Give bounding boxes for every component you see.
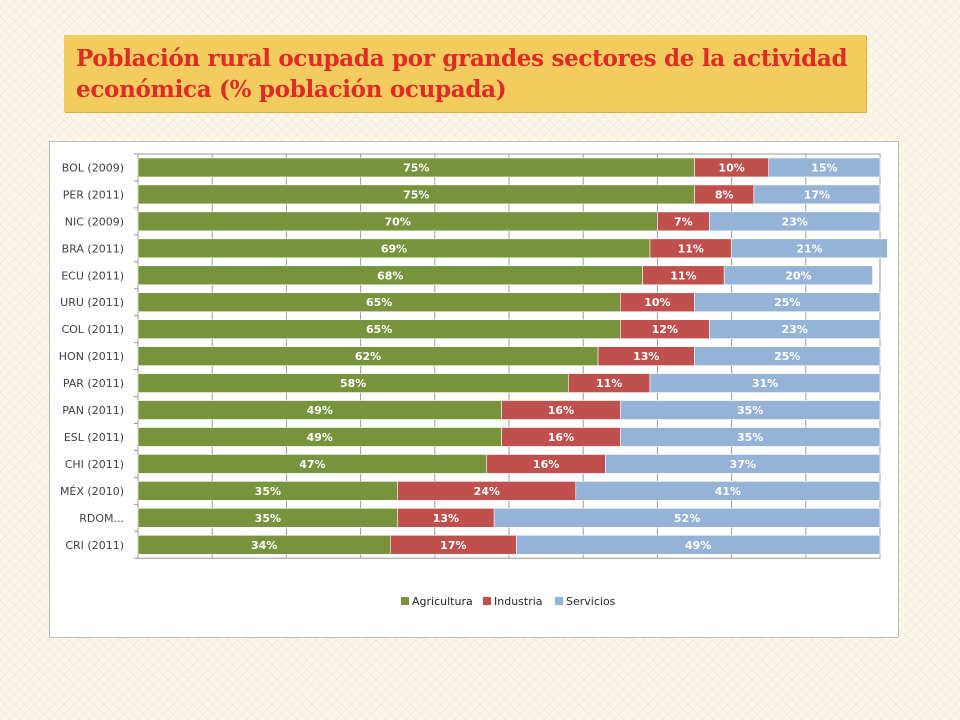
slide-title-box: Población rural ocupada por grandes sect…	[64, 35, 866, 112]
stacked-bar-chart: BOL (2009) 75% 10% 15% PER (2011) 75% 8% 17% NIC…	[59, 153, 888, 608]
bar-segment	[694, 346, 881, 366]
data-label: 24%	[474, 485, 500, 498]
data-label: 21%	[796, 242, 822, 255]
legend-swatch	[401, 597, 409, 605]
data-label: 13%	[433, 512, 459, 525]
legend-swatch	[483, 597, 491, 605]
data-label: 10%	[644, 296, 670, 309]
category-label: ESL (2011)	[64, 431, 124, 444]
category-label: COL (2011)	[61, 323, 124, 336]
legend-label: Agricultura	[412, 595, 473, 608]
data-label: 16%	[548, 431, 574, 444]
data-label: 41%	[715, 485, 741, 498]
bar-segment	[723, 265, 873, 286]
data-label: 49%	[307, 404, 333, 417]
data-label: 62%	[355, 350, 381, 363]
data-label: 23%	[781, 323, 807, 336]
data-label: 52%	[674, 512, 700, 525]
data-label: 8%	[715, 188, 734, 201]
data-label: 17%	[804, 188, 830, 201]
bar-segment	[605, 454, 881, 474]
legend-swatch	[555, 597, 563, 605]
bar-segment	[694, 292, 881, 313]
data-label: 35%	[737, 431, 763, 444]
category-label: BRA (2011)	[62, 242, 124, 255]
bar-segment	[709, 211, 881, 232]
bar-segment	[575, 481, 881, 501]
data-label: 75%	[403, 188, 429, 201]
data-label: 11%	[596, 377, 622, 390]
data-label: 31%	[752, 377, 778, 390]
bar-segment	[731, 238, 888, 259]
bar-segment	[619, 427, 881, 447]
data-label: 25%	[774, 350, 800, 363]
bar-segment	[619, 400, 881, 420]
category-label: CRI (2011)	[65, 539, 124, 552]
data-label: 35%	[737, 404, 763, 417]
bar-segment	[768, 157, 881, 178]
data-label: 49%	[685, 539, 711, 552]
data-label: 25%	[774, 296, 800, 309]
bar-segment	[493, 508, 881, 528]
data-label: 10%	[718, 161, 744, 174]
category-label: MÉX (2010)	[60, 485, 124, 498]
data-label: 37%	[730, 458, 756, 471]
data-label: 16%	[533, 458, 559, 471]
data-label: 65%	[366, 323, 392, 336]
data-label: 70%	[385, 215, 411, 228]
data-label: 65%	[366, 296, 392, 309]
data-label: 11%	[678, 242, 704, 255]
data-label: 23%	[781, 215, 807, 228]
legend-label: Servicios	[566, 595, 616, 608]
data-label: 13%	[633, 350, 659, 363]
bar-segment	[649, 373, 881, 393]
category-label: PAR (2011)	[63, 377, 124, 390]
data-label: 47%	[299, 458, 325, 471]
bar-segment	[753, 184, 881, 205]
category-label: HON (2011)	[59, 350, 124, 363]
category-label: PAN (2011)	[62, 404, 124, 417]
category-label: RDOM...	[79, 512, 124, 525]
data-label: 49%	[307, 431, 333, 444]
category-label: NIC (2009)	[65, 215, 124, 228]
category-label: CHI (2011)	[65, 458, 124, 471]
data-label: 17%	[440, 539, 466, 552]
bar-segment	[709, 319, 881, 339]
data-label: 75%	[403, 161, 429, 174]
data-label: 58%	[340, 377, 366, 390]
data-label: 12%	[652, 323, 678, 336]
category-label: PER (2011)	[63, 188, 124, 201]
data-label: 11%	[670, 269, 696, 282]
data-label: 35%	[255, 512, 281, 525]
data-label: 20%	[785, 269, 811, 282]
category-label: ECU (2011)	[61, 269, 124, 282]
category-label: URU (2011)	[60, 296, 124, 309]
data-label: 16%	[548, 404, 574, 417]
data-label: 7%	[674, 215, 693, 228]
data-label: 34%	[251, 539, 277, 552]
legend-label: Industria	[494, 595, 543, 608]
data-label: 35%	[255, 485, 281, 498]
data-label: 68%	[377, 269, 403, 282]
chart-area: BOL (2009) 75% 10% 15% PER (2011) 75% 8% 17% NIC…	[49, 141, 899, 638]
data-label: 69%	[381, 242, 407, 255]
slide-title: Población rural ocupada por grandes sect…	[76, 45, 848, 103]
category-label: BOL (2009)	[62, 161, 124, 174]
data-label: 15%	[811, 161, 837, 174]
bar-segment	[516, 534, 881, 555]
